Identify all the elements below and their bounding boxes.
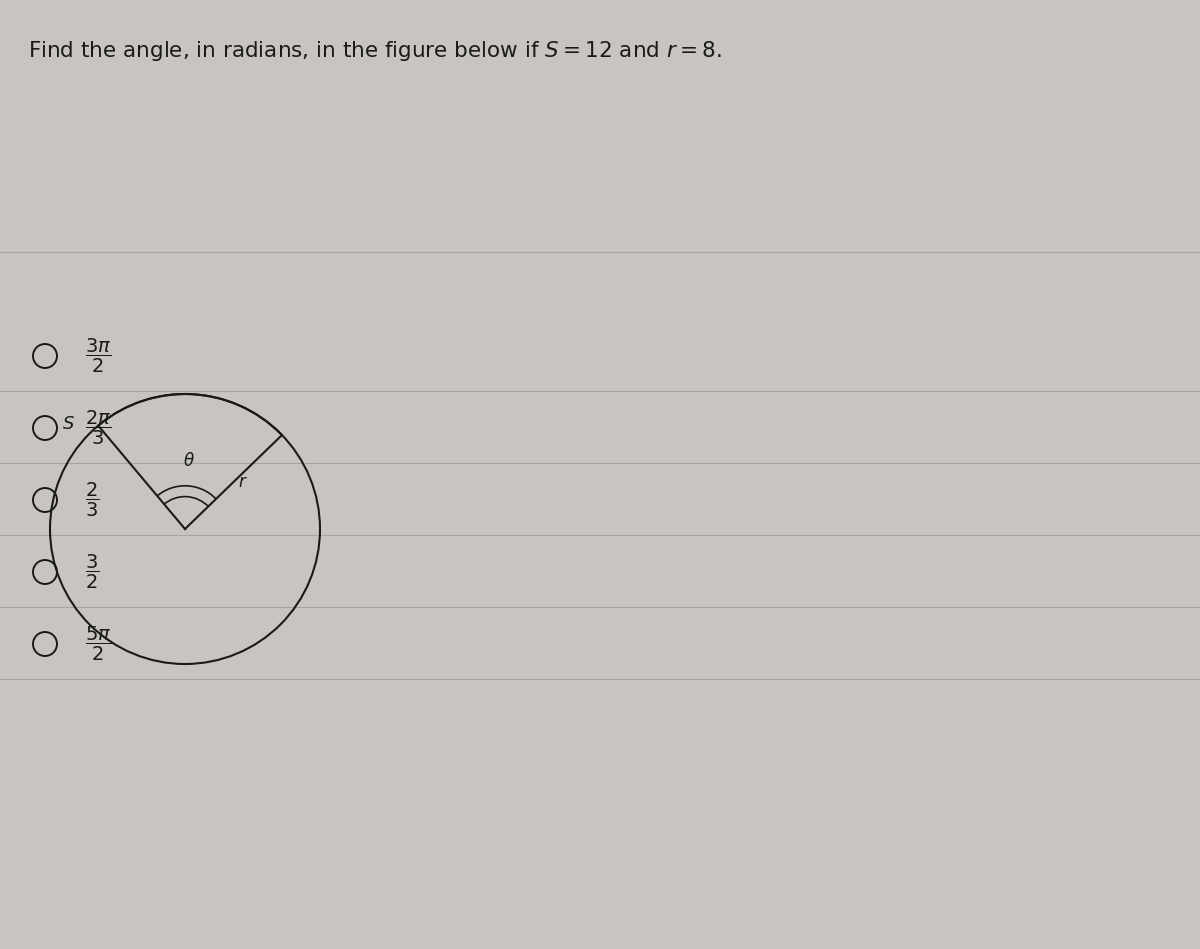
Text: $\dfrac{5\pi}{2}$: $\dfrac{5\pi}{2}$ [85,625,112,663]
Text: $\dfrac{2}{3}$: $\dfrac{2}{3}$ [85,481,100,519]
Text: $\dfrac{3\pi}{2}$: $\dfrac{3\pi}{2}$ [85,337,112,375]
Text: $S$: $S$ [62,415,74,433]
Text: $r$: $r$ [239,474,248,492]
Text: $\theta$: $\theta$ [182,452,194,470]
Text: $\dfrac{3}{2}$: $\dfrac{3}{2}$ [85,553,100,591]
Text: $\dfrac{2\pi}{3}$: $\dfrac{2\pi}{3}$ [85,409,112,447]
Text: Find the angle, in radians, in the figure below if $S = 12$ and $r = 8$.: Find the angle, in radians, in the figur… [28,39,721,63]
